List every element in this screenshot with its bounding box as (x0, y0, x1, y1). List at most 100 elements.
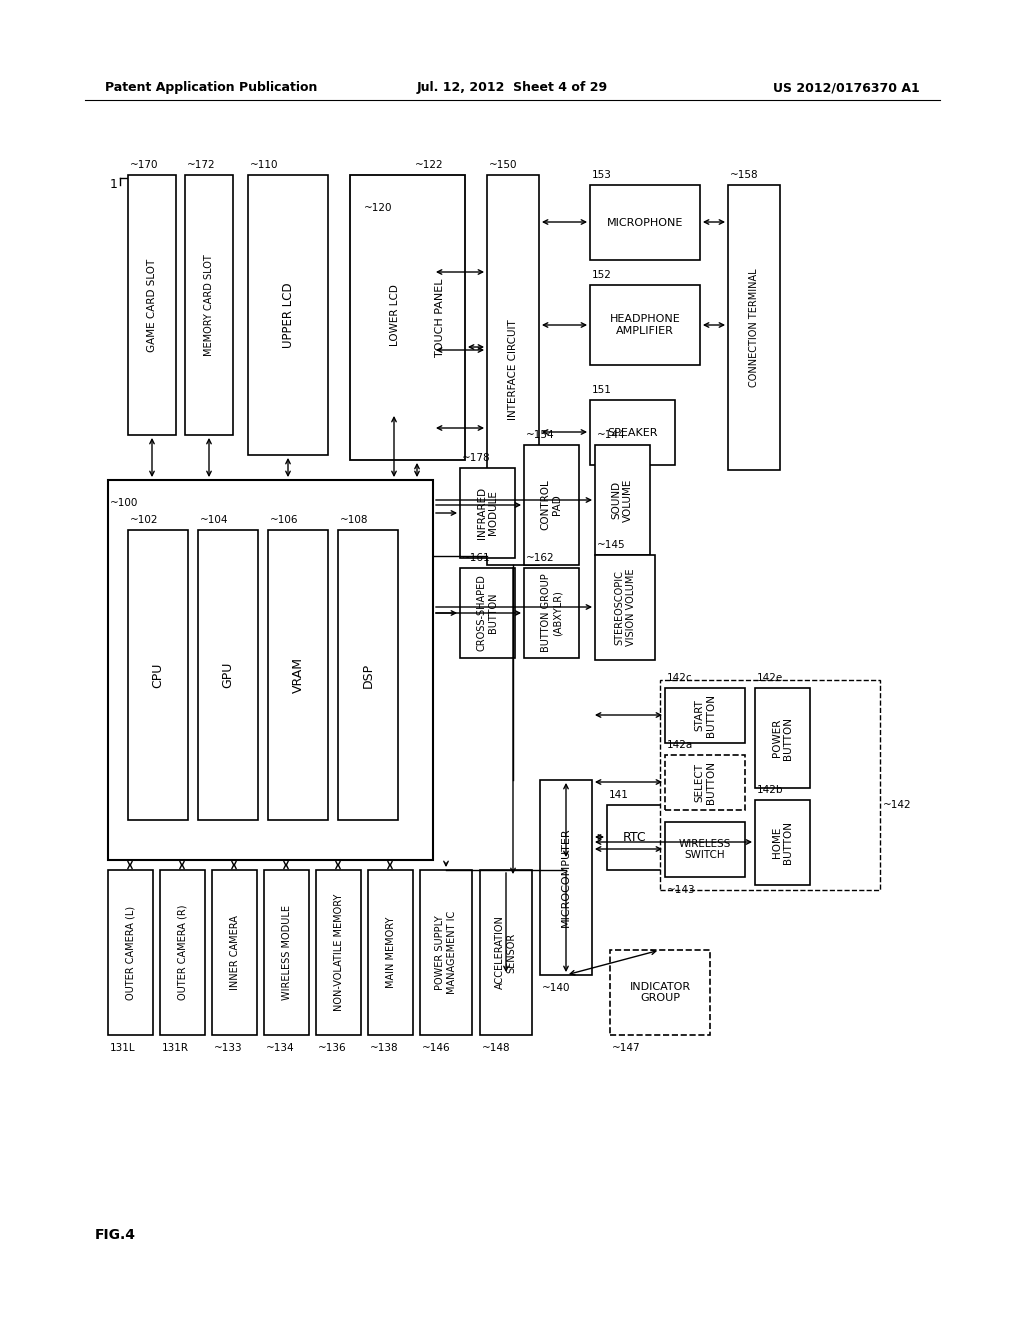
Text: LOWER LCD: LOWER LCD (389, 285, 399, 346)
Bar (160, 870, 205, 1035)
Bar (350, 176, 465, 459)
Bar (487, 176, 539, 565)
Bar (660, 680, 880, 890)
Text: ~106: ~106 (270, 515, 299, 525)
Bar (108, 480, 433, 861)
Text: ~178: ~178 (462, 453, 490, 463)
Bar (524, 445, 579, 565)
Text: 142c: 142c (667, 673, 692, 682)
Text: GPU: GPU (221, 661, 234, 688)
Text: BUTTON GROUP
(ABXYLR): BUTTON GROUP (ABXYLR) (541, 574, 562, 652)
Bar (338, 531, 398, 820)
Text: ~145: ~145 (597, 540, 626, 550)
Text: INNER CAMERA: INNER CAMERA (229, 915, 240, 990)
Text: ~154: ~154 (526, 430, 555, 440)
Text: ~148: ~148 (482, 1043, 511, 1053)
Text: ~150: ~150 (489, 160, 517, 170)
Text: INDICATOR
GROUP: INDICATOR GROUP (630, 982, 690, 1003)
Text: TOUCH PANEL: TOUCH PANEL (435, 279, 445, 356)
Bar (460, 568, 515, 657)
Bar (607, 805, 662, 870)
Text: HEADPHONE
AMPLIFIER: HEADPHONE AMPLIFIER (609, 314, 680, 335)
Bar (316, 870, 361, 1035)
Text: 141: 141 (609, 789, 629, 800)
Text: UPPER LCD: UPPER LCD (282, 282, 295, 347)
Text: 131L: 131L (110, 1043, 135, 1053)
Text: WIRELESS MODULE: WIRELESS MODULE (282, 906, 292, 1001)
Text: ~104: ~104 (200, 515, 228, 525)
Text: ~110: ~110 (250, 160, 279, 170)
Text: ~147: ~147 (612, 1043, 641, 1053)
Text: INFRARED
MODULE: INFRARED MODULE (477, 487, 499, 539)
Bar (368, 870, 413, 1035)
Bar (480, 870, 532, 1035)
Text: START
BUTTON: START BUTTON (694, 694, 716, 737)
Text: OUTER CAMERA (R): OUTER CAMERA (R) (177, 904, 187, 1001)
Text: 1: 1 (111, 178, 118, 191)
Text: ~133: ~133 (214, 1043, 243, 1053)
Text: ~138: ~138 (370, 1043, 398, 1053)
Bar (665, 688, 745, 743)
Text: 131R: 131R (162, 1043, 189, 1053)
Text: 142e: 142e (757, 673, 783, 682)
Text: POWER
BUTTON: POWER BUTTON (772, 717, 794, 759)
Bar (248, 176, 328, 455)
Bar (524, 568, 579, 657)
Text: ~142: ~142 (883, 800, 911, 810)
Text: ~146: ~146 (422, 1043, 451, 1053)
Text: CPU: CPU (152, 663, 165, 688)
Text: MEMORY CARD SLOT: MEMORY CARD SLOT (204, 255, 214, 356)
Text: FIG.4: FIG.4 (95, 1228, 136, 1242)
Bar (728, 185, 780, 470)
Text: DSP: DSP (361, 663, 375, 688)
Text: US 2012/0176370 A1: US 2012/0176370 A1 (773, 82, 920, 95)
Text: ~161: ~161 (462, 553, 490, 564)
Text: ~140: ~140 (542, 983, 570, 993)
Text: 152: 152 (592, 271, 612, 280)
Bar (264, 870, 309, 1035)
Text: ~158: ~158 (730, 170, 759, 180)
Bar (420, 870, 472, 1035)
Bar (595, 554, 655, 660)
Bar (268, 531, 328, 820)
Bar (755, 800, 810, 884)
Bar (185, 176, 233, 436)
Text: ~172: ~172 (187, 160, 216, 170)
Bar (540, 780, 592, 975)
Text: MAIN MEMORY: MAIN MEMORY (385, 917, 395, 989)
Bar (460, 469, 515, 558)
Bar (590, 185, 700, 260)
Text: 153: 153 (592, 170, 612, 180)
Text: OUTER CAMERA (L): OUTER CAMERA (L) (126, 906, 135, 999)
Text: ~170: ~170 (130, 160, 159, 170)
Text: WIRELESS
SWITCH: WIRELESS SWITCH (679, 838, 731, 861)
Text: ~162: ~162 (526, 553, 555, 564)
Bar (590, 400, 675, 465)
Text: VRAM: VRAM (292, 657, 304, 693)
Text: MICROCOMPUTER: MICROCOMPUTER (561, 828, 571, 928)
Bar (595, 445, 650, 554)
Text: INTERFACE CIRCUIT: INTERFACE CIRCUIT (508, 319, 518, 420)
Text: ~102: ~102 (130, 515, 159, 525)
Bar (212, 870, 257, 1035)
Bar (665, 755, 745, 810)
Bar (362, 218, 427, 413)
Text: STEREOSCOPIC
VISION VOLUME: STEREOSCOPIC VISION VOLUME (614, 569, 636, 647)
Text: MICROPHONE: MICROPHONE (607, 218, 683, 227)
Text: CROSS-SHAPED
BUTTON: CROSS-SHAPED BUTTON (477, 574, 499, 652)
Text: SOUND
VOLUME: SOUND VOLUME (611, 478, 633, 521)
Text: Jul. 12, 2012  Sheet 4 of 29: Jul. 12, 2012 Sheet 4 of 29 (417, 82, 607, 95)
Text: ~122: ~122 (415, 160, 443, 170)
Text: SELECT
BUTTON: SELECT BUTTON (694, 762, 716, 804)
Text: ~134: ~134 (266, 1043, 295, 1053)
Bar (590, 285, 700, 366)
Text: ~120: ~120 (364, 203, 392, 213)
Bar (108, 870, 153, 1035)
Text: HOME
BUTTON: HOME BUTTON (772, 821, 794, 865)
Bar (665, 822, 745, 876)
Text: ~100: ~100 (110, 498, 138, 508)
Text: 142a: 142a (667, 741, 693, 750)
Text: CONTROL
PAD: CONTROL PAD (541, 479, 562, 531)
Text: ~136: ~136 (318, 1043, 347, 1053)
Text: ~144: ~144 (597, 430, 626, 440)
